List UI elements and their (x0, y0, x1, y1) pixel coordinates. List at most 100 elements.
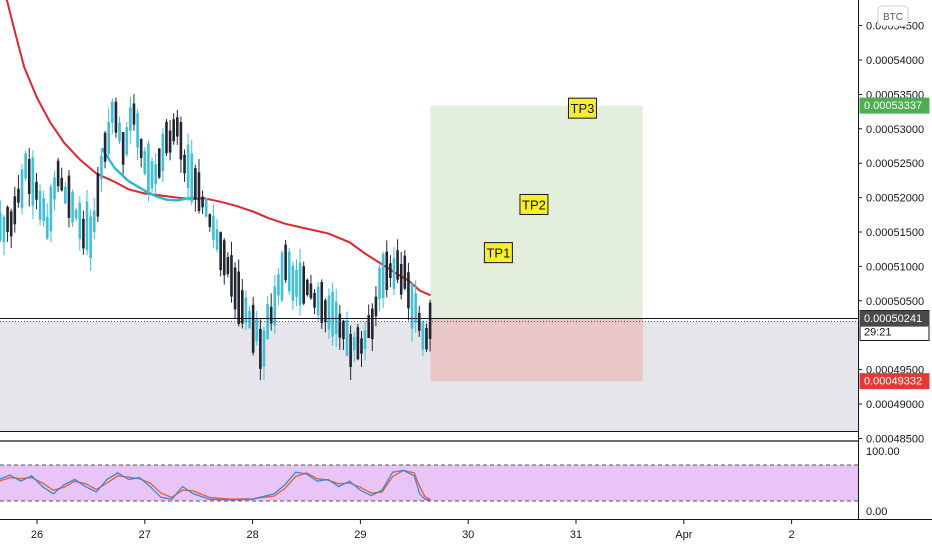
candle-body (273, 286, 277, 326)
stochastic-axis[interactable]: 100.00 0.00 (866, 446, 900, 518)
time-tick-label: 2 (789, 529, 795, 541)
price-tick-label: 0.00048500 (866, 433, 924, 445)
price-marker-box (859, 97, 930, 114)
candle-body (298, 262, 302, 306)
tp-label: TP2 (522, 197, 546, 212)
candle-body (378, 267, 381, 300)
candle-body (389, 263, 392, 279)
candle-body (352, 336, 356, 351)
candle-body (403, 255, 407, 289)
candle-body (425, 327, 428, 350)
candle-body (367, 315, 371, 338)
candle-body (251, 304, 255, 353)
candle-body (132, 103, 136, 125)
candle-body (154, 164, 157, 185)
candle-body (125, 127, 129, 155)
time-tick-label: 31 (570, 529, 582, 541)
candle-body (139, 139, 143, 158)
candle-body (96, 173, 100, 217)
candle-body (284, 244, 287, 281)
candle-body (176, 117, 179, 137)
candle-body (222, 240, 226, 276)
main-price-pane[interactable]: TP1 TP2 TP3 (0, 0, 858, 433)
candle-body (114, 101, 118, 133)
candle-body (320, 282, 324, 323)
currency-badge[interactable]: BTC (877, 5, 909, 27)
candle-body (204, 198, 208, 217)
candle-body (186, 144, 190, 189)
countdown-label: 29:21 (864, 326, 892, 338)
candle-body (190, 153, 194, 202)
candle-body (244, 297, 248, 323)
candle-body (110, 101, 114, 123)
candle-body (396, 250, 399, 280)
candle-body (20, 169, 24, 209)
ma-cyan-line (100, 147, 197, 202)
candle-body (147, 143, 150, 195)
candle-body (183, 154, 186, 174)
candle-body (233, 267, 237, 310)
candle-body (219, 232, 222, 271)
candle-body (197, 172, 201, 212)
tp-label-box (567, 97, 597, 119)
candle-body (71, 192, 74, 223)
candle-body (331, 291, 334, 337)
candle-body (56, 160, 60, 187)
price-marker-label: 0.00050241 (864, 313, 922, 325)
candle-body (262, 330, 266, 367)
candle-body (31, 157, 35, 206)
candle-body (360, 338, 363, 354)
candle-body (417, 312, 421, 331)
candle-body (237, 271, 240, 324)
candle-body (385, 251, 389, 291)
candle-body (313, 293, 316, 308)
candle-body (17, 188, 20, 203)
candle-body (381, 253, 385, 299)
time-tick-label: 26 (31, 529, 43, 541)
candle-body (103, 132, 107, 162)
time-axis[interactable]: 26 27 28 29 30 31 Apr 2 (31, 520, 795, 541)
candle-body (399, 264, 403, 295)
candle-body (295, 269, 298, 297)
candle-body (67, 175, 71, 218)
candle-body (410, 283, 414, 329)
candle-body (157, 148, 161, 178)
moving-averages (5, 0, 431, 297)
price-axis[interactable]: 0.000545000.000540000.000535000.00053000… (858, 21, 930, 446)
candle-body (269, 306, 273, 324)
stochastic-level-label: 0.00 (866, 506, 887, 518)
candle-body (6, 206, 9, 232)
candle-body (42, 197, 45, 221)
candle-body (338, 313, 342, 338)
candle-body (118, 122, 121, 142)
price-marker-box (859, 373, 930, 390)
candle-body (82, 218, 85, 249)
price-tick-label: 0.00051000 (866, 261, 924, 273)
candle-body (0, 212, 2, 241)
candle-body (150, 160, 154, 189)
candle-body (248, 310, 251, 329)
candle-body (179, 122, 183, 160)
candle-body (327, 295, 331, 330)
ma-red-line (5, 0, 431, 297)
candle-body (201, 196, 204, 208)
candle-body (356, 327, 360, 360)
stochastic-rsi-pane[interactable] (0, 464, 858, 502)
zones-layer (0, 105, 858, 433)
candle-body (24, 153, 27, 179)
candle-body (316, 286, 320, 316)
price-tick-label: 0.00054500 (866, 21, 924, 33)
currency-badge-label: BTC (883, 12, 903, 23)
candle-body (194, 168, 197, 200)
stop-loss-zone (430, 318, 643, 382)
candle-body (45, 216, 49, 239)
candle-body (414, 293, 417, 323)
candle-body (64, 186, 67, 204)
stochastic-k-line (0, 469, 431, 501)
candle-body (345, 320, 349, 356)
candle-body (421, 322, 425, 350)
candle-body (161, 133, 165, 171)
candle-body (215, 229, 219, 250)
candle-body (13, 196, 17, 225)
